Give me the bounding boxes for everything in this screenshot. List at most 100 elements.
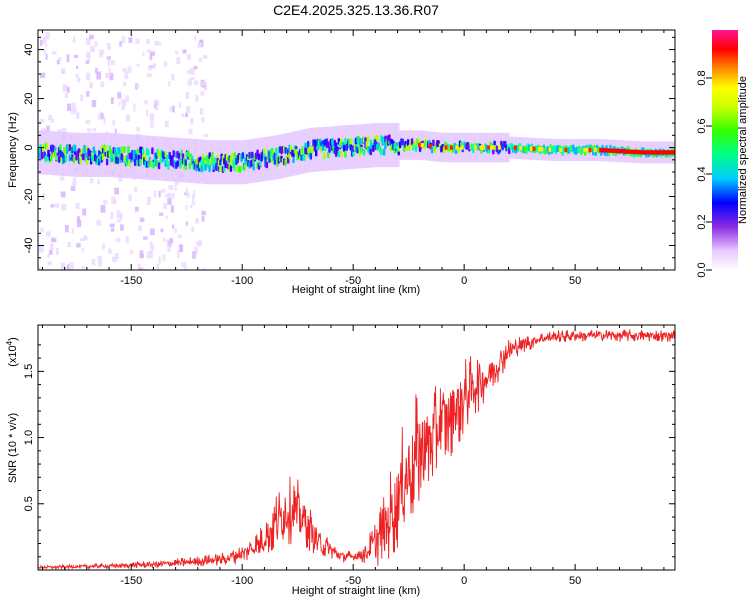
- spectrogram-peak-cell: [668, 150, 672, 155]
- spectrogram-noise-cell: [133, 103, 136, 112]
- spectrogram-ridge-cell: [219, 159, 222, 167]
- spectrogram-peak-cell: [641, 150, 645, 155]
- spectrogram-ytick-label: 20: [23, 92, 35, 104]
- spectrogram-noise-cell: [125, 114, 131, 122]
- spectrogram-halo-cell: [149, 135, 153, 180]
- spectrogram-ridge-cell: [233, 152, 237, 160]
- colorbar-tick-label: 0.6: [696, 118, 708, 133]
- spectrogram-noise-cell: [67, 242, 72, 248]
- spectrogram-noise-cell: [181, 261, 187, 268]
- spectrogram-noise-cell: [171, 193, 175, 199]
- spectrogram-noise-cell: [168, 192, 172, 198]
- spectrogram-noise-cell: [171, 224, 175, 229]
- snr-ytick-label: 0.5: [23, 496, 35, 511]
- spectrogram-peak-cell: [585, 147, 589, 153]
- spectrogram-noise-cell: [121, 106, 125, 111]
- spectrogram-peak-cell: [449, 145, 453, 150]
- spectrogram-noise-cell: [179, 244, 184, 252]
- spectrogram-noise-cell: [49, 243, 54, 250]
- spectrogram-noise-cell: [81, 247, 85, 252]
- spectrogram-peak-cell: [655, 150, 659, 155]
- spectrogram-noise-cell: [151, 244, 155, 251]
- spectrogram-ridge-cell: [204, 163, 207, 171]
- spectrogram-peak-cell: [609, 148, 613, 153]
- spectrogram-ridge-cell: [188, 162, 191, 170]
- spectrogram-peak-cell: [481, 145, 485, 150]
- spectrogram-ridge-cell: [139, 158, 142, 166]
- spectrogram-noise-cell: [154, 101, 157, 109]
- spectrogram-ridge-cell: [231, 152, 234, 160]
- spectrogram-noise-cell: [138, 267, 143, 270]
- spectrogram-noise-cell: [185, 112, 189, 118]
- spectrogram-halo-cell: [283, 133, 287, 178]
- colorbar-gradient: [712, 30, 738, 270]
- spectrogram-noise-cell: [186, 192, 191, 198]
- spectrogram-noise-cell: [146, 251, 152, 259]
- spectrogram-noise-cell: [152, 63, 157, 69]
- spectrogram-noise-cell: [197, 42, 202, 48]
- spectrogram-ridge-cell: [83, 144, 86, 152]
- spectrogram-noise-cell: [125, 95, 129, 102]
- spectrogram-peak-cell: [537, 146, 541, 152]
- spectrogram-halo-cell: [45, 130, 49, 175]
- spectrogram-noise-cell: [199, 108, 204, 115]
- spectrogram-halo-cell: [240, 140, 244, 185]
- spectrogram-halo-cell: [146, 135, 150, 180]
- spectrogram-ridge-cell: [244, 163, 247, 170]
- spectrogram-noise-cell: [61, 128, 67, 135]
- spectrogram-ridge-cell: [49, 154, 53, 162]
- spectrogram-noise-cell: [106, 43, 111, 50]
- spectrogram-ridge-cell: [382, 148, 386, 156]
- spectrogram-peak-cell: [588, 147, 592, 153]
- snr-xtick-label: -100: [231, 575, 253, 587]
- spectrogram-peak-cell: [633, 149, 637, 155]
- snr-xtick-label: -150: [120, 575, 142, 587]
- spectrogram-ridge-cell: [342, 144, 346, 152]
- spectrogram-noise-cell: [105, 72, 111, 79]
- spectrogram-noise-cell: [194, 35, 197, 41]
- spectrogram-noise-cell: [109, 72, 114, 81]
- spectrogram-noise-cell: [46, 125, 50, 133]
- spectrogram-noise-cell: [188, 129, 193, 135]
- spectrogram-halo-cell: [378, 123, 382, 168]
- spectrogram-noise-cell: [190, 118, 194, 125]
- spectrogram-noise-cell: [185, 221, 189, 226]
- spectrogram-noise-cell: [186, 54, 191, 60]
- spectrogram-noise-cell: [112, 200, 117, 204]
- spectrogram-noise-cell: [192, 251, 196, 259]
- colorbar-label: Normalized spectral amplitude: [737, 76, 749, 224]
- spectrogram-xtick-label: -50: [345, 275, 361, 287]
- spectrogram-noise-cell: [149, 241, 153, 250]
- spectrogram-ytick-label: 0: [23, 144, 35, 150]
- spectrogram-ridge-cell: [432, 139, 435, 147]
- spectrogram-noise-cell: [39, 39, 43, 47]
- spectrogram-ridge-cell: [275, 147, 278, 155]
- spectrogram-peak-cell: [631, 149, 635, 155]
- spectrogram-ridge-cell: [177, 152, 181, 160]
- spectrogram-noise-cell: [193, 65, 198, 70]
- spectrogram-noise-cell: [198, 57, 203, 63]
- spectrogram-noise-cell: [147, 196, 151, 205]
- spectrogram-noise-cell: [165, 215, 168, 220]
- spectrogram-noise-cell: [117, 92, 122, 99]
- spectrogram-ridge-cell: [337, 150, 341, 158]
- spectrogram-noise-cell: [99, 49, 104, 55]
- spectrogram-peak-cell: [599, 147, 603, 153]
- spectrogram-noise-cell: [174, 181, 180, 185]
- spectrogram-noise-cell: [153, 190, 157, 198]
- spectrogram-noise-cell: [195, 217, 200, 224]
- spectrogram-noise-cell: [58, 57, 62, 61]
- snr-frame: [37, 324, 676, 571]
- spectrogram-noise-cell: [161, 188, 166, 193]
- spectrogram-noise-cell: [145, 109, 149, 117]
- spectrogram-ridge-cell: [362, 148, 366, 156]
- spectrogram-noise-cell: [201, 80, 206, 86]
- spectrogram-noise-cell: [118, 102, 121, 106]
- spectrogram-peak-cell: [479, 145, 483, 150]
- spectrogram-peak-cell: [625, 149, 629, 154]
- spectrogram-ridge-cell: [184, 159, 187, 167]
- spectrogram-noise-cell: [143, 100, 148, 105]
- spectrogram-noise-cell: [150, 51, 156, 56]
- spectrogram-peak-cell: [428, 143, 432, 149]
- snr-series-line: [38, 329, 675, 570]
